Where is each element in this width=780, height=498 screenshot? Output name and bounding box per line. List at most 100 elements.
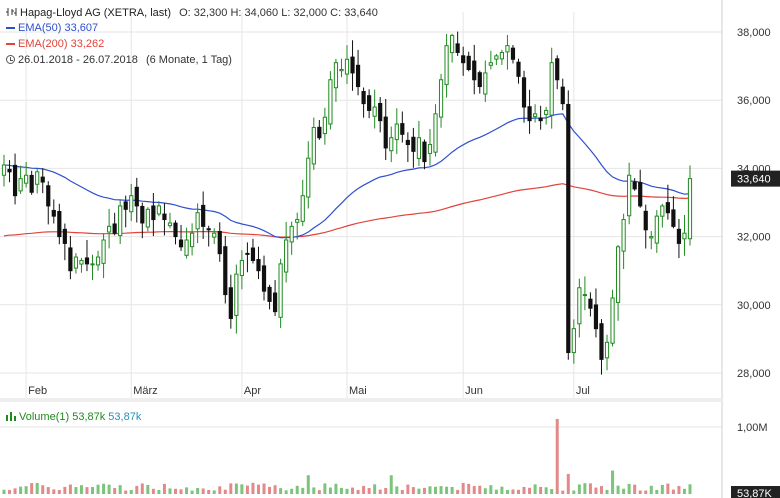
price-tick-label: 30,000 [737,300,771,312]
volume-bar [671,489,675,494]
volume-bar [179,489,183,494]
candle-body [173,222,178,238]
volume-bar [251,482,255,494]
candle-body [665,202,670,214]
pane-divider [0,398,722,402]
volume-bar [682,488,686,494]
volume-bar [483,488,487,494]
volume-bar [168,488,172,494]
candle-body [549,62,554,116]
candle-body [355,64,361,88]
candle-body [505,45,510,53]
candle-body [118,205,123,237]
volume-bar [367,488,371,494]
volume-bar [268,486,272,494]
candle-body [654,215,659,244]
volume-bar [633,484,637,494]
volume-bar [456,489,460,494]
candle-body [682,232,687,240]
volume-bar [373,484,377,494]
volume-bar [185,487,189,494]
volume-bar [400,489,404,494]
volume-bar [113,488,117,494]
volume-bar [494,489,498,494]
volume-bar [140,483,144,494]
volume-bar [245,485,249,494]
volume-bar [218,486,222,494]
candle-body [12,164,18,197]
volume-bar [35,482,39,494]
candle-body [51,209,56,217]
volume-bar [157,489,161,494]
volume-bar [627,483,631,494]
volume-bar [649,485,653,494]
volume-bar [638,490,642,494]
candle-body [272,292,278,313]
candle-body [195,212,200,230]
clock-icon [6,55,15,64]
candle-body [107,225,112,233]
candle-body [73,256,79,269]
volume-bar [389,475,393,494]
candle-body [687,178,693,240]
candle-body [378,102,383,122]
candle-body [145,208,150,228]
candle-body [79,259,84,265]
candle-body [151,205,156,221]
volume-bar [273,485,277,494]
volume-bar [2,489,6,494]
volume-bar [196,487,200,494]
candle-body [472,60,477,81]
volume-bar [655,489,659,494]
ema50-label: EMA(50) [18,22,62,34]
ema50-value: 33,607 [64,22,99,34]
volume-bar [24,486,28,494]
candle-body [532,113,538,118]
legend-ema50: EMA(50) 33,607 [6,22,98,35]
volume-bar [162,483,166,494]
volume-bar [550,489,554,494]
volume-bar [439,486,443,494]
volume-bar [74,487,78,494]
candle-body [499,51,505,60]
ohlc-values: O: 32,300 H: 34,060 L: 32,000 C: 33,640 [179,7,378,19]
volume-bar [79,485,83,494]
volume-bar [102,483,106,494]
candle-body [206,228,211,231]
volume-bar [345,488,349,494]
month-label: Apr [244,385,261,397]
candle-body [212,232,217,238]
candle-body [367,95,372,111]
candle-body [46,185,51,207]
volume-bar [284,490,288,494]
volume-bar [505,489,509,494]
candle-body [7,168,12,173]
candle-body [610,297,615,344]
candle-body [372,106,377,117]
volume-bar [223,489,227,494]
ema50-swatch [6,27,15,30]
candle-body [521,77,527,108]
last-price-badge [731,170,780,187]
volume-legend: Volume(1) 53,87k 53,87k [6,411,141,424]
candle-body [101,239,106,264]
candle-body [90,263,95,266]
volume-bar [478,485,482,494]
instrument-name: Hapag-Lloyd AG (XETRA, last) [20,7,172,19]
candle-body [95,256,101,266]
candle-body [311,126,316,165]
candle-body [638,182,643,207]
candle-body [621,219,626,252]
volume-bar [461,482,465,494]
candle-body [450,34,455,54]
candle-body [278,263,283,318]
candle-body [555,58,560,81]
candle-body [322,116,327,135]
candle-body [632,181,637,190]
candle-body [344,58,350,75]
volume-icon [6,412,16,421]
volume-bar [395,486,399,494]
volume-bar [46,487,50,494]
candle-body [649,236,654,239]
